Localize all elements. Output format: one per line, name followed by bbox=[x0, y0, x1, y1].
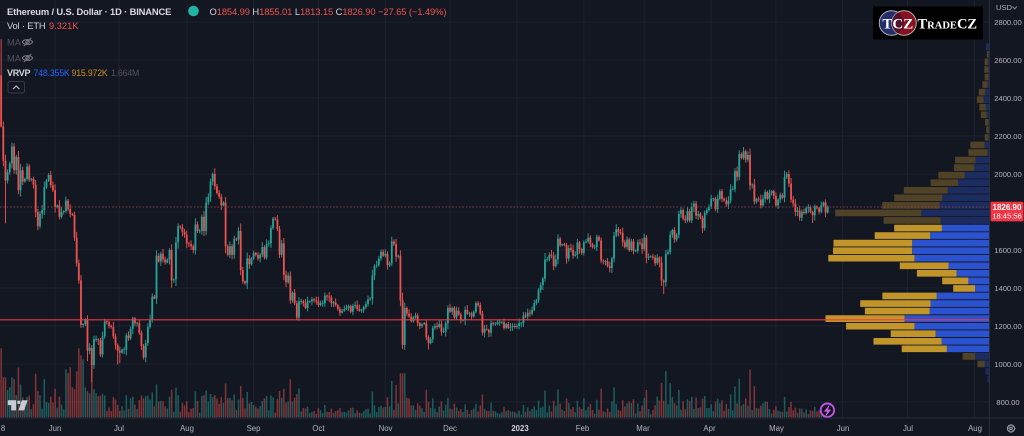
svg-text:800.00: 800.00 bbox=[996, 398, 1019, 407]
svg-text:2800.00: 2800.00 bbox=[994, 18, 1021, 27]
svg-text:1.664M: 1.664M bbox=[111, 68, 139, 78]
svg-text:Jun: Jun bbox=[49, 424, 62, 433]
svg-text:1200.00: 1200.00 bbox=[994, 322, 1021, 331]
svg-text:Ethereum / U.S. Dollar · 1D ·: Ethereum / U.S. Dollar · 1D · BINANCE bbox=[7, 6, 171, 17]
svg-text:Aug: Aug bbox=[180, 424, 194, 433]
svg-text:1000.00: 1000.00 bbox=[994, 360, 1021, 369]
svg-text:Oct: Oct bbox=[312, 424, 325, 433]
svg-text:Dec: Dec bbox=[443, 424, 457, 433]
svg-text:MA: MA bbox=[7, 38, 22, 48]
svg-text:O1854.99 H1855.01 L1813.15 C18: O1854.99 H1855.01 L1813.15 C1826.90 −27.… bbox=[210, 6, 447, 17]
svg-text:Jun: Jun bbox=[837, 424, 850, 433]
svg-text:9.321K: 9.321K bbox=[49, 21, 79, 31]
svg-text:Mar: Mar bbox=[636, 424, 650, 433]
svg-text:Jul: Jul bbox=[114, 424, 124, 433]
svg-text:Vol · ETH: Vol · ETH bbox=[7, 21, 45, 31]
svg-text:TRADECZ: TRADECZ bbox=[918, 16, 978, 32]
svg-text:18:45:56: 18:45:56 bbox=[992, 212, 1022, 221]
svg-text:USD: USD bbox=[996, 3, 1013, 12]
svg-text:Aug: Aug bbox=[968, 424, 982, 433]
svg-text:2023: 2023 bbox=[511, 424, 529, 433]
svg-text:915.972K: 915.972K bbox=[72, 68, 108, 78]
svg-text:TCZ: TCZ bbox=[882, 16, 913, 32]
svg-text:Apr: Apr bbox=[703, 424, 716, 433]
svg-text:2200.00: 2200.00 bbox=[994, 132, 1021, 141]
svg-text:748.355K: 748.355K bbox=[34, 68, 70, 78]
svg-text:2600.00: 2600.00 bbox=[994, 56, 1021, 65]
svg-text:1400.00: 1400.00 bbox=[994, 284, 1021, 293]
svg-text:May: May bbox=[769, 424, 784, 433]
svg-text:8: 8 bbox=[1, 424, 5, 433]
svg-text:2000.00: 2000.00 bbox=[994, 170, 1021, 179]
svg-text:VRVP: VRVP bbox=[7, 68, 30, 78]
svg-text:Sep: Sep bbox=[247, 424, 262, 433]
svg-text:Nov: Nov bbox=[379, 424, 393, 433]
svg-text:MA: MA bbox=[7, 54, 22, 64]
svg-text:1826.90: 1826.90 bbox=[993, 203, 1022, 212]
svg-text:1600.00: 1600.00 bbox=[994, 246, 1021, 255]
svg-text:Feb: Feb bbox=[576, 424, 590, 433]
svg-text:Jul: Jul bbox=[903, 424, 913, 433]
svg-text:2400.00: 2400.00 bbox=[994, 94, 1021, 103]
